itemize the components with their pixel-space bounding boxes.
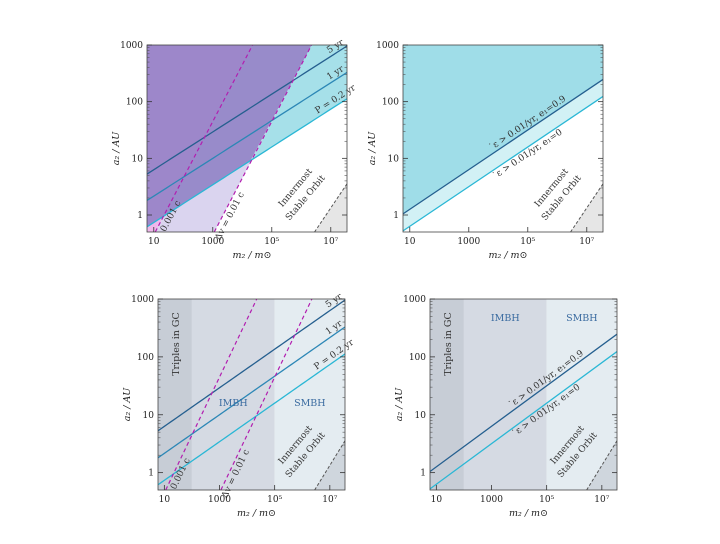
y-axis-label: a₂ / AU: [111, 131, 122, 166]
band-label: SMBH: [566, 313, 598, 324]
innermost-region: [570, 183, 603, 232]
band-triples-in-gc: [430, 299, 464, 490]
x-tick-label: 10: [431, 495, 443, 505]
ecc-line-1: [403, 95, 603, 232]
y-axis-label: a₂ / AU: [367, 131, 378, 166]
y-tick-label: 10: [143, 411, 155, 421]
x-tick-label: 10⁷: [323, 237, 338, 247]
y-tick-label: 100: [126, 98, 143, 108]
x-tick-label: 10: [148, 237, 160, 247]
band-imbh: [191, 299, 275, 490]
y-tick-label: 1000: [376, 41, 399, 51]
panel-frame: [146, 44, 348, 233]
y-tick-label: 1: [420, 469, 426, 479]
panel-bottom-left: 5 yr1 yrP = 0.2 yr0.001 c Δv = 0.01 cInne…: [122, 291, 356, 519]
x-tick-label: 10⁵: [264, 237, 279, 247]
x-tick-label: 1000: [208, 495, 231, 505]
plot-area: [147, 45, 347, 232]
period-curve-0: [147, 45, 347, 175]
x-axis-label: m₂ / m⊙: [237, 508, 276, 519]
y-tick-label: 100: [382, 98, 399, 108]
y-tick-label: 1000: [120, 41, 143, 51]
band-label: IMBH: [491, 313, 520, 324]
y-axis-label: a₂ / AU: [122, 387, 133, 422]
panel-frame: [429, 298, 618, 491]
velocity-dashed-line-0: [165, 299, 258, 490]
y-tick-label: 1: [148, 469, 154, 479]
period-curve-1: [147, 71, 347, 202]
period-curve-2: [147, 98, 347, 228]
period-curve-1: [158, 326, 345, 459]
x-tick-label: 10⁷: [594, 495, 609, 505]
x-tick-label: 10: [159, 495, 171, 505]
x-tick-label: 10⁷: [579, 237, 594, 247]
overlap-region: [147, 45, 312, 227]
velocity-dashed-line-0: [154, 45, 254, 232]
x-axis-label: m₂ / m⊙: [232, 250, 271, 261]
x-tick-label: 10⁵: [267, 495, 282, 505]
band-label: SMBH: [294, 398, 326, 409]
innermost-region: [314, 183, 347, 232]
y-tick-label: 10: [388, 154, 400, 164]
innermost-region: [314, 440, 345, 490]
y-tick-label: 1000: [131, 295, 154, 305]
panel-bottom-right: ̇ε > 0.01/yr, e₁=0.9̇ε > 0.01/yr, e₁=0In…: [394, 295, 618, 519]
panel-frame: [157, 298, 346, 491]
panel-top-right: ̇ε > 0.01/yr, e₁=0.9̇ε > 0.01/yr, e₁=0In…: [367, 41, 604, 261]
band-label: Triples in GC: [171, 312, 182, 376]
x-axis-label: m₂ / m⊙: [488, 250, 527, 261]
band-label: IMBH: [219, 398, 248, 409]
panel-frame: [402, 44, 604, 233]
velocity-dashed-line-1: [220, 299, 313, 490]
y-tick-label: 100: [409, 353, 426, 363]
x-tick-label: 1000: [480, 495, 503, 505]
x-tick-label: 10: [404, 237, 416, 247]
x-tick-label: 1000: [201, 237, 224, 247]
y-tick-label: 1: [137, 211, 143, 221]
y-tick-label: 10: [132, 154, 144, 164]
y-axis-label: a₂ / AU: [394, 387, 405, 422]
y-tick-label: 1000: [403, 295, 426, 305]
ecc-line-0: [430, 333, 617, 473]
plot-area: [158, 299, 345, 490]
plot-area: [430, 299, 617, 490]
ecc-line-0: [403, 78, 603, 215]
ecc-line-1: [430, 351, 617, 490]
panel-top-left: 5 yr1 yrP = 0.2 yr0.001 c Δv = 0.01 cInne…: [111, 37, 358, 261]
plot-area: [403, 45, 603, 232]
period-curve-2: [158, 353, 345, 486]
band-imbh: [463, 299, 547, 490]
band-label: Triples in GC: [443, 312, 454, 376]
x-tick-label: 10⁵: [539, 495, 554, 505]
band-triples-in-gc: [158, 299, 192, 490]
y-tick-label: 100: [137, 353, 154, 363]
ecc-region: [403, 45, 603, 214]
period-curve-0: [158, 299, 345, 432]
x-tick-label: 1000: [457, 237, 480, 247]
velocity-dashed-line-1: [213, 45, 313, 232]
x-tick-label: 10⁷: [322, 495, 337, 505]
y-tick-label: 10: [415, 411, 427, 421]
x-axis-label: m₂ / m⊙: [509, 508, 548, 519]
x-tick-label: 10⁵: [520, 237, 535, 247]
innermost-region: [586, 440, 617, 490]
y-tick-label: 1: [393, 211, 399, 221]
